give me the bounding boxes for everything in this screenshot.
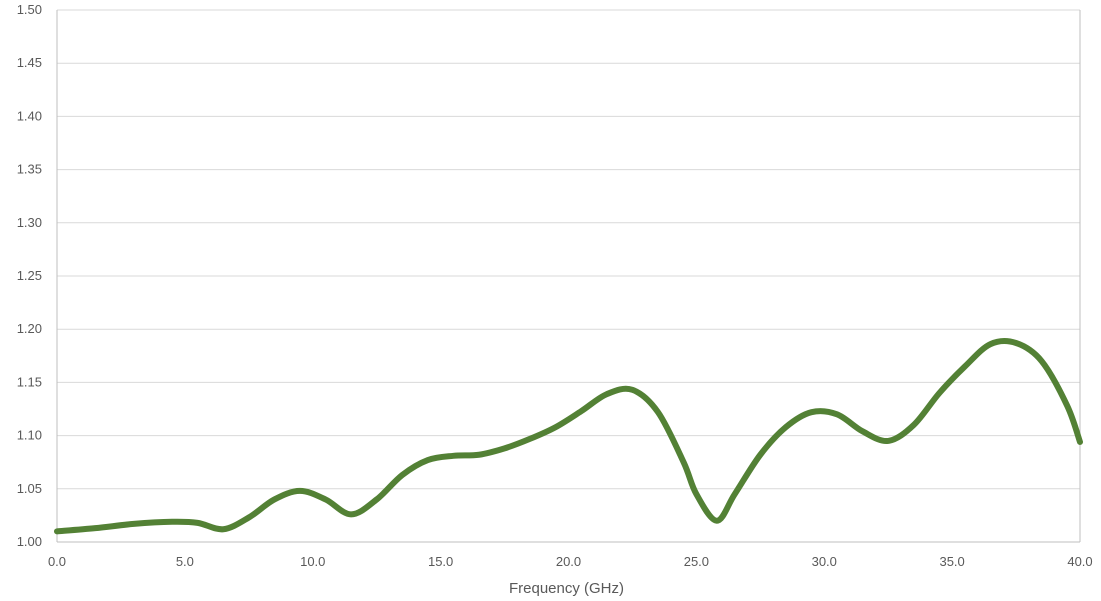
y-tick-label: 1.40 (17, 108, 42, 123)
series-line-0 (54, 338, 1083, 535)
x-tick-label: 10.0 (300, 554, 325, 569)
y-axis-ticks: 1.00 1.05 1.10 1.15 1.20 1.25 1.30 1.35 1.40 1.45… (17, 2, 42, 549)
y-tick-label: 1.00 (17, 534, 42, 549)
axes (56, 10, 1081, 543)
gridlines (57, 9, 1080, 490)
y-tick-label: 1.45 (17, 55, 42, 70)
x-tick-label: 20.0 (556, 554, 581, 569)
y-tick-label: 1.35 (17, 162, 42, 177)
y-tick-label: 1.25 (17, 268, 42, 283)
x-tick-label: 25.0 (684, 554, 709, 569)
y-tick-label: 1.15 (17, 374, 42, 389)
y-tick-label: 1.20 (17, 321, 42, 336)
x-tick-label: 0.0 (48, 554, 66, 569)
series-group (54, 338, 1083, 535)
y-tick-label: 1.50 (17, 2, 42, 17)
y-tick-label: 1.10 (17, 428, 42, 443)
x-tick-label: 30.0 (812, 554, 837, 569)
y-tick-label: 1.30 (17, 215, 42, 230)
y-tick-label: 1.05 (17, 481, 42, 496)
x-tick-label: 35.0 (939, 554, 964, 569)
x-tick-label: 5.0 (176, 554, 194, 569)
x-tick-label: 40.0 (1067, 554, 1092, 569)
x-axis-ticks: 0.0 5.0 10.0 15.0 20.0 25.0 30.0 35.0 40.0 (48, 554, 1093, 569)
x-axis-title: Frequency (GHz) (509, 580, 624, 597)
x-tick-label: 15.0 (428, 554, 453, 569)
